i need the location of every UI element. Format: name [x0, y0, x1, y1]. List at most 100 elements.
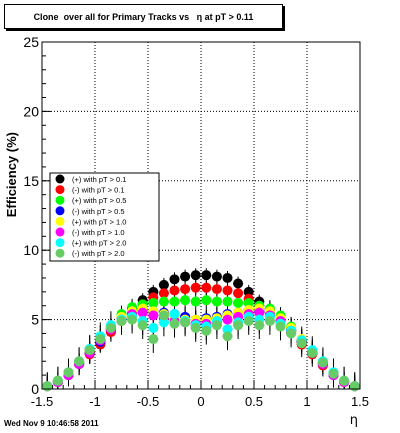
data-point: [222, 285, 233, 296]
data-point: [105, 322, 116, 333]
data-point: [243, 286, 254, 297]
y-tick-label: 15: [23, 173, 39, 189]
data-point: [63, 367, 74, 378]
data-point: [180, 271, 191, 282]
data-point: [201, 282, 212, 293]
legend-marker: [55, 227, 65, 237]
x-tick-label: 0.5: [245, 394, 263, 409]
data-point: [127, 314, 138, 325]
data-point: [158, 310, 169, 321]
data-point: [169, 285, 180, 296]
legend-entry-label: (+) with pT > 2.0: [72, 239, 126, 248]
data-point: [84, 345, 95, 356]
data-point: [275, 321, 286, 332]
data-point: [211, 296, 222, 307]
data-point: [190, 282, 201, 293]
data-point: [222, 331, 233, 342]
legend-entry-label: (-) with pT > 1.0: [72, 228, 125, 237]
data-point: [296, 338, 307, 349]
data-point: [190, 296, 201, 307]
data-point: [116, 315, 127, 326]
data-point: [137, 320, 148, 331]
x-tick-label: -1: [89, 394, 101, 409]
data-point: [243, 297, 254, 308]
legend: (+) with pT > 0.1(-) with pT > 0.1(+) wi…: [49, 172, 160, 262]
data-point: [180, 295, 191, 306]
series-7: [42, 310, 360, 392]
data-point: [42, 381, 53, 392]
y-tick-label: 25: [23, 34, 39, 50]
data-point: [211, 284, 222, 295]
data-point: [148, 334, 159, 345]
data-point: [243, 315, 254, 326]
data-point: [137, 307, 148, 318]
data-point: [328, 368, 339, 379]
x-axis-label: η: [350, 413, 358, 428]
legend-entry-label: (+) with pT > 0.5: [72, 196, 126, 205]
data-point: [254, 320, 265, 331]
data-point: [190, 322, 201, 333]
data-point: [349, 381, 360, 392]
data-point: [148, 322, 159, 333]
data-point: [158, 296, 169, 307]
legend-entry-label: (+) with pT > 1.0: [72, 217, 126, 226]
data-point: [190, 270, 201, 281]
data-point: [254, 307, 265, 318]
data-point: [158, 288, 169, 299]
legend-marker: [55, 248, 65, 258]
data-point: [307, 347, 318, 358]
data-point: [233, 288, 244, 299]
y-tick-label: 20: [23, 103, 39, 119]
x-tick-label: -1.5: [31, 394, 53, 409]
y-tick-label: 5: [31, 312, 39, 328]
data-point: [222, 272, 233, 283]
data-point: [233, 297, 244, 308]
data-point: [222, 324, 233, 335]
legend-entry-label: (-) with pT > 0.1: [72, 186, 125, 195]
data-point: [180, 317, 191, 328]
data-point: [222, 314, 233, 325]
data-point: [169, 296, 180, 307]
data-point: [201, 295, 212, 306]
data-point: [169, 274, 180, 285]
data-point: [286, 328, 297, 339]
data-point: [52, 375, 63, 386]
data-point: [158, 317, 169, 328]
grid: [42, 42, 360, 389]
data-point: [264, 315, 275, 326]
legend-marker: [55, 195, 65, 205]
y-tick-label: 0: [31, 381, 39, 397]
data-point: [74, 356, 85, 367]
data-point: [201, 270, 212, 281]
y-axis-label: Efficiency (%): [4, 132, 19, 217]
data-point: [95, 334, 106, 345]
legend-entry-label: (-) with pT > 2.0: [72, 249, 125, 258]
data-point: [317, 357, 328, 368]
data-point: [148, 310, 159, 321]
chart-title: Clone over all for Primary Tracks vs η a…: [4, 4, 283, 29]
data-point: [222, 296, 233, 307]
legend-marker: [55, 238, 65, 248]
legend-entry-label: (-) with pT > 0.5: [72, 207, 125, 216]
x-tick-label: 1: [303, 394, 310, 409]
y-tick-label: 10: [23, 242, 39, 258]
data-point: [339, 375, 350, 386]
data-point: [211, 271, 222, 282]
legend-marker: [55, 216, 65, 226]
timestamp: Wed Nov 9 10:46:58 2011: [4, 419, 99, 428]
data-point: [148, 297, 159, 308]
axis-ticks: -1.5 -1 -0.5 0 0.5 1 1.5 0 5 10 15 20 25: [23, 34, 369, 409]
error-bars: [42, 268, 360, 389]
x-tick-label: -0.5: [137, 394, 159, 409]
legend-marker: [55, 185, 65, 195]
legend-marker: [55, 206, 65, 216]
x-tick-label: 1.5: [351, 394, 369, 409]
data-point: [169, 318, 180, 329]
data-point: [201, 325, 212, 336]
data-point: [233, 320, 244, 331]
legend-entry-label: (+) with pT > 0.1: [72, 175, 126, 184]
data-point: [158, 279, 169, 290]
data-point: [233, 278, 244, 289]
legend-box: [49, 172, 160, 262]
